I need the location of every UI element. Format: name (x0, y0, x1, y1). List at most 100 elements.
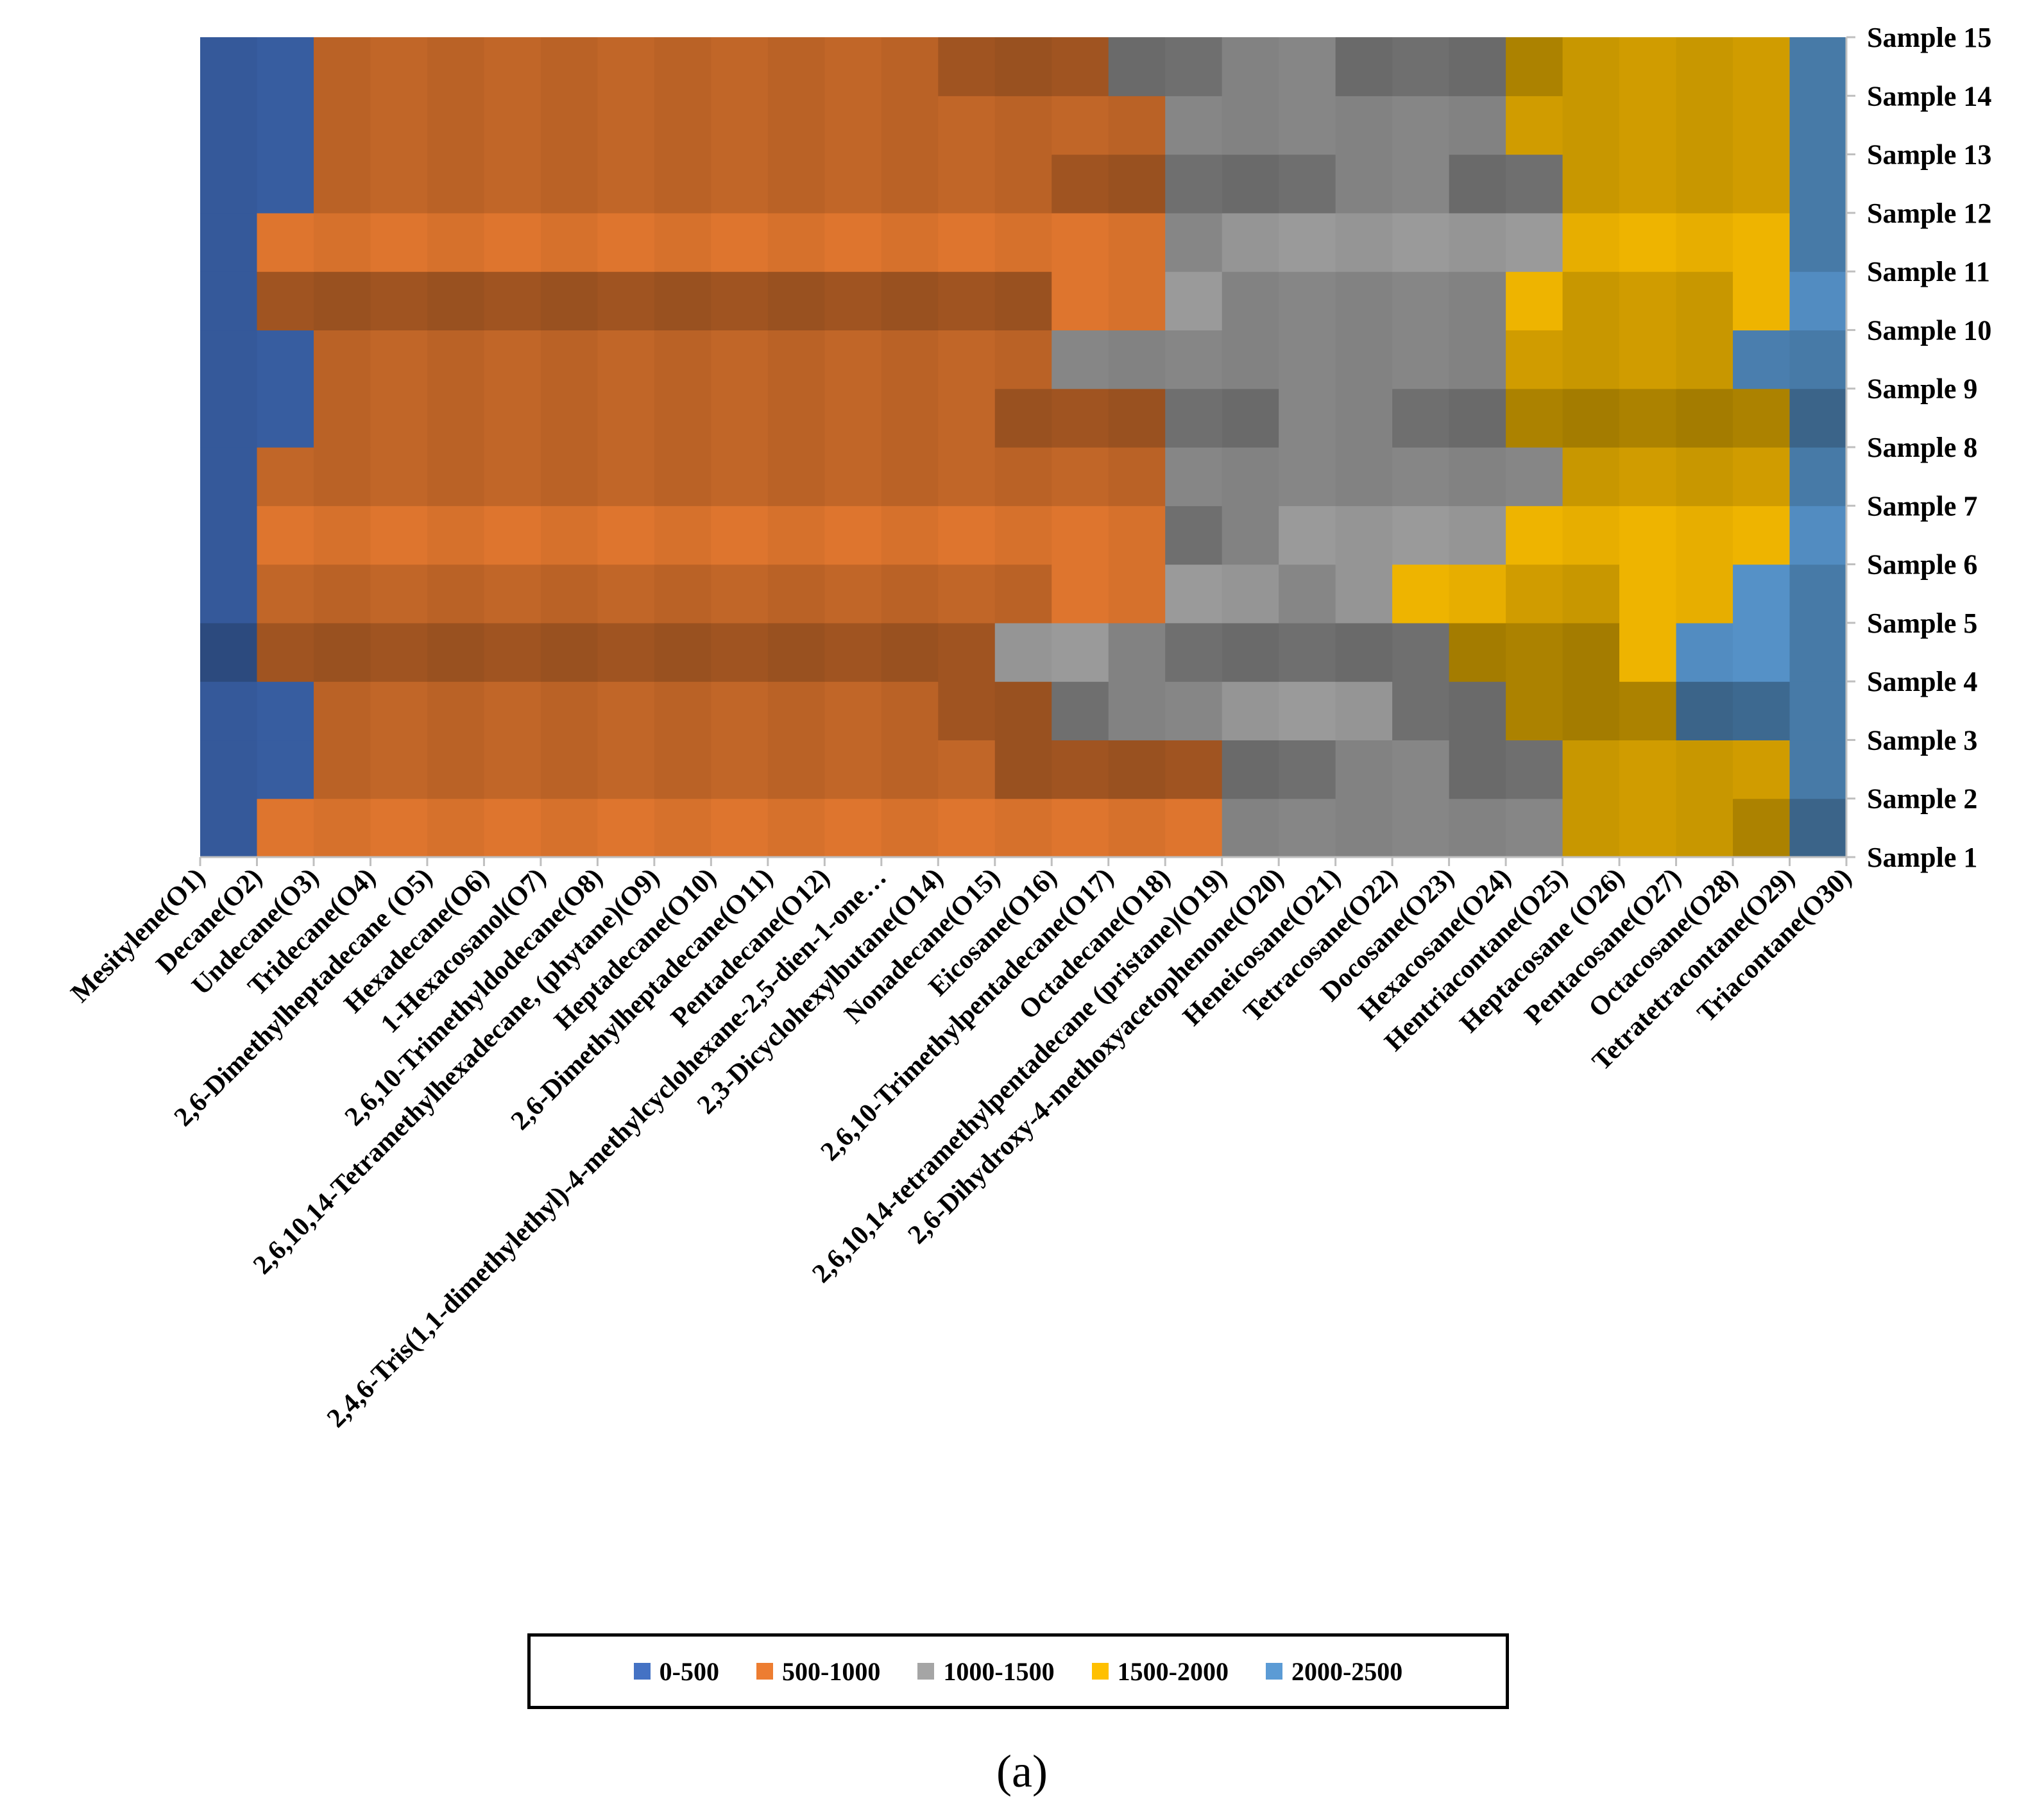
cell-sample6-14 (938, 506, 996, 565)
cell-sample8-27 (1676, 388, 1733, 448)
cell-sample3-20 (1279, 681, 1336, 741)
cell-sample2-26 (1619, 740, 1677, 799)
cell-sample3-3 (313, 681, 371, 741)
cell-sample6-5 (427, 506, 485, 565)
cell-sample5-3 (313, 564, 371, 624)
y-tick-label: Sample 8 (1867, 432, 1977, 463)
cell-sample9-26 (1619, 330, 1677, 389)
cell-sample14-19 (1222, 37, 1279, 96)
cell-sample13-4 (370, 96, 428, 155)
cell-sample8-24 (1506, 388, 1563, 448)
cell-sample4-8 (597, 622, 655, 682)
cell-sample2-9 (654, 740, 711, 799)
cell-sample9-25 (1562, 330, 1620, 389)
cell-sample3-2 (257, 681, 314, 741)
cell-sample1-29 (1789, 798, 1846, 857)
cell-sample11-1 (200, 212, 258, 272)
cell-sample5-7 (540, 564, 598, 624)
cell-sample2-21 (1335, 740, 1393, 799)
cell-sample14-28 (1733, 37, 1791, 96)
cell-sample9-11 (767, 330, 825, 389)
cell-sample5-12 (824, 564, 882, 624)
cell-sample8-5 (427, 388, 485, 448)
cell-sample9-21 (1335, 330, 1393, 389)
cell-sample8-28 (1733, 388, 1791, 448)
cell-sample7-14 (938, 447, 996, 506)
cell-sample13-13 (881, 96, 939, 155)
y-tick-label: Sample 2 (1867, 783, 1977, 815)
cell-sample7-5 (427, 447, 485, 506)
cell-sample2-12 (824, 740, 882, 799)
cell-sample11-19 (1222, 212, 1279, 272)
cell-sample13-21 (1335, 96, 1393, 155)
cell-sample9-9 (654, 330, 711, 389)
cell-sample13-2 (257, 96, 314, 155)
cell-sample12-28 (1733, 154, 1791, 214)
cell-sample10-26 (1619, 271, 1677, 331)
cell-sample7-27 (1676, 447, 1733, 506)
cell-sample2-27 (1676, 740, 1733, 799)
cell-sample4-14 (938, 622, 996, 682)
cell-sample5-26 (1619, 564, 1677, 624)
cell-sample4-22 (1392, 622, 1450, 682)
cell-sample6-4 (370, 506, 428, 565)
cell-sample13-5 (427, 96, 485, 155)
cell-sample5-22 (1392, 564, 1450, 624)
cell-sample6-17 (1108, 506, 1166, 565)
cell-sample12-21 (1335, 154, 1393, 214)
cell-sample5-16 (1052, 564, 1109, 624)
cell-sample6-10 (711, 506, 769, 565)
legend-swatch (917, 1663, 935, 1680)
cell-sample10-10 (711, 271, 769, 331)
cell-sample3-23 (1449, 681, 1506, 741)
cell-sample10-12 (824, 271, 882, 331)
cell-sample11-21 (1335, 212, 1393, 272)
cell-sample1-5 (427, 798, 485, 857)
legend-swatch (756, 1663, 773, 1680)
cell-sample7-16 (1052, 447, 1109, 506)
cell-sample11-15 (994, 212, 1052, 272)
cell-sample8-13 (881, 388, 939, 448)
cell-sample14-3 (313, 37, 371, 96)
cell-sample3-15 (994, 681, 1052, 741)
cell-sample10-13 (881, 271, 939, 331)
cell-sample12-8 (597, 154, 655, 214)
cell-sample14-20 (1279, 37, 1336, 96)
cell-sample12-5 (427, 154, 485, 214)
cell-sample7-13 (881, 447, 939, 506)
cell-sample4-19 (1222, 622, 1279, 682)
cell-sample9-18 (1165, 330, 1223, 389)
cell-sample1-18 (1165, 798, 1223, 857)
cell-sample2-24 (1506, 740, 1563, 799)
cell-sample9-12 (824, 330, 882, 389)
cell-sample6-22 (1392, 506, 1450, 565)
cell-sample8-1 (200, 388, 258, 448)
cell-sample8-8 (597, 388, 655, 448)
cell-sample5-1 (200, 564, 258, 624)
cell-sample8-7 (540, 388, 598, 448)
legend-item: 500-1000 (756, 1656, 880, 1687)
cell-sample4-11 (767, 622, 825, 682)
cell-sample9-15 (994, 330, 1052, 389)
cell-sample2-18 (1165, 740, 1223, 799)
cell-sample10-21 (1335, 271, 1393, 331)
cell-sample13-7 (540, 96, 598, 155)
cell-sample10-8 (597, 271, 655, 331)
cell-sample13-29 (1789, 96, 1846, 155)
cell-sample14-9 (654, 37, 711, 96)
cell-sample11-6 (484, 212, 541, 272)
cell-sample8-21 (1335, 388, 1393, 448)
cell-sample5-4 (370, 564, 428, 624)
cell-sample3-22 (1392, 681, 1450, 741)
cell-sample1-1 (200, 798, 258, 857)
cell-sample13-23 (1449, 96, 1506, 155)
cell-sample4-23 (1449, 622, 1506, 682)
cell-sample7-2 (257, 447, 314, 506)
cell-sample1-8 (597, 798, 655, 857)
cell-sample3-14 (938, 681, 996, 741)
cell-sample1-27 (1676, 798, 1733, 857)
cell-sample14-22 (1392, 37, 1450, 96)
cell-sample12-29 (1789, 154, 1846, 214)
cell-sample14-6 (484, 37, 541, 96)
cell-sample11-18 (1165, 212, 1223, 272)
